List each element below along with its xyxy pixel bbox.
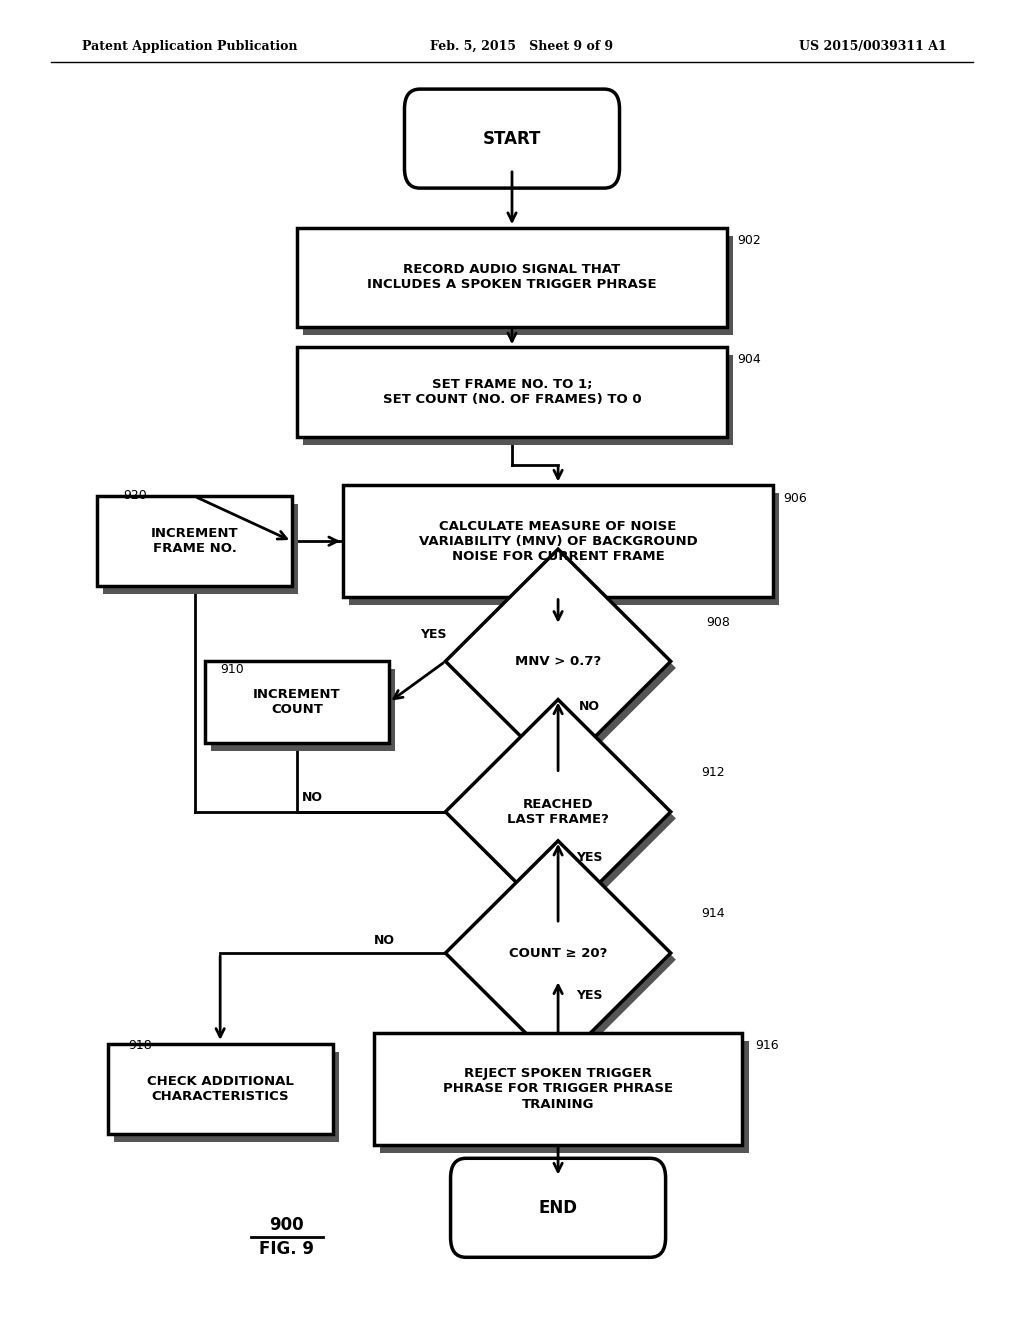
FancyBboxPatch shape [297,347,727,437]
Text: 906: 906 [783,491,807,504]
FancyBboxPatch shape [114,1052,339,1142]
Text: Feb. 5, 2015   Sheet 9 of 9: Feb. 5, 2015 Sheet 9 of 9 [430,40,613,53]
Text: FIG. 9: FIG. 9 [259,1239,314,1258]
FancyBboxPatch shape [374,1032,742,1146]
Text: YES: YES [577,850,603,863]
Text: 918: 918 [128,1039,152,1052]
Polygon shape [445,700,671,924]
Polygon shape [445,841,671,1065]
Text: 900: 900 [269,1216,304,1234]
Text: 904: 904 [737,352,761,366]
Text: REJECT SPOKEN TRIGGER
PHRASE FOR TRIGGER PHRASE
TRAINING: REJECT SPOKEN TRIGGER PHRASE FOR TRIGGER… [443,1068,673,1110]
FancyBboxPatch shape [303,355,733,445]
Text: CALCULATE MEASURE OF NOISE
VARIABILITY (MNV) OF BACKGROUND
NOISE FOR CURRENT FRA: CALCULATE MEASURE OF NOISE VARIABILITY (… [419,520,697,562]
FancyBboxPatch shape [108,1044,333,1134]
Text: START: START [482,129,542,148]
Text: YES: YES [420,627,446,640]
FancyBboxPatch shape [343,486,773,597]
FancyBboxPatch shape [97,496,292,586]
Text: YES: YES [577,989,603,1002]
FancyBboxPatch shape [451,1159,666,1257]
Text: 920: 920 [123,488,146,502]
Polygon shape [451,706,676,931]
Text: 908: 908 [707,615,730,628]
Text: REACHED
LAST FRAME?: REACHED LAST FRAME? [507,797,609,826]
Text: 902: 902 [737,234,761,247]
FancyBboxPatch shape [103,504,298,594]
Text: RECORD AUDIO SIGNAL THAT
INCLUDES A SPOKEN TRIGGER PHRASE: RECORD AUDIO SIGNAL THAT INCLUDES A SPOK… [368,263,656,292]
Text: Patent Application Publication: Patent Application Publication [82,40,297,53]
Text: 916: 916 [756,1039,779,1052]
Text: NO: NO [302,791,324,804]
Text: 914: 914 [701,907,725,920]
Text: CHECK ADDITIONAL
CHARACTERISTICS: CHECK ADDITIONAL CHARACTERISTICS [146,1074,294,1104]
Text: NO: NO [579,700,600,713]
Text: 912: 912 [701,766,725,779]
Polygon shape [451,556,676,780]
Text: NO: NO [374,933,395,946]
Polygon shape [445,549,671,774]
Text: INCREMENT
COUNT: INCREMENT COUNT [253,688,341,717]
Text: US 2015/0039311 A1: US 2015/0039311 A1 [799,40,946,53]
Text: SET FRAME NO. TO 1;
SET COUNT (NO. OF FRAMES) TO 0: SET FRAME NO. TO 1; SET COUNT (NO. OF FR… [383,378,641,407]
FancyBboxPatch shape [380,1040,749,1154]
Text: MNV > 0.7?: MNV > 0.7? [515,655,601,668]
FancyBboxPatch shape [297,227,727,326]
FancyBboxPatch shape [211,669,395,751]
Text: INCREMENT
FRAME NO.: INCREMENT FRAME NO. [151,527,239,556]
Text: END: END [539,1199,578,1217]
FancyBboxPatch shape [303,235,733,334]
FancyBboxPatch shape [205,661,389,743]
Text: COUNT ≥ 20?: COUNT ≥ 20? [509,946,607,960]
FancyBboxPatch shape [404,88,620,187]
Text: 910: 910 [220,663,244,676]
Polygon shape [451,847,676,1072]
FancyBboxPatch shape [349,494,779,605]
